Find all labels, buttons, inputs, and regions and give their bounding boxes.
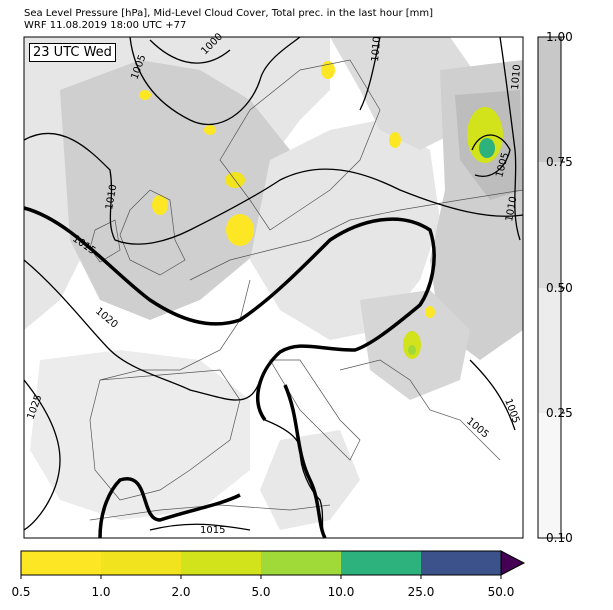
isobar-bold-main bbox=[23, 206, 436, 422]
isobar-1010-east bbox=[499, 36, 521, 241]
isobar-1005-north bbox=[129, 36, 301, 126]
cloud-colorbar-tick: 1.00 bbox=[546, 30, 573, 44]
cloud-colorbar bbox=[537, 36, 565, 539]
precip-colorbar-tick: 10.0 bbox=[327, 585, 355, 599]
coast-scandinavia bbox=[219, 59, 381, 231]
cloud-colorbar-seg-top bbox=[538, 37, 561, 162]
isobar-label: 1010 bbox=[510, 64, 523, 90]
valid-time-label: 23 UTC Wed bbox=[29, 43, 116, 62]
precip-patch-top bbox=[321, 61, 335, 79]
cloud-area-iberia bbox=[30, 350, 250, 520]
precip-colorbar-seg-1 bbox=[21, 551, 101, 575]
isobar-1015-south bbox=[149, 523, 251, 531]
cloud-colorbar-tick: 0.10 bbox=[546, 531, 573, 545]
precip-colorbar-extend-arrow bbox=[500, 550, 526, 576]
coast-africa bbox=[89, 504, 331, 521]
isobar-1020 bbox=[23, 259, 261, 401]
isobar-1005-se bbox=[469, 359, 516, 431]
coast-italy bbox=[269, 359, 361, 461]
chart-subtitle: WRF 11.08.2019 18:00 UTC +77 bbox=[24, 20, 187, 31]
coast-iberia bbox=[89, 369, 241, 501]
isobar-bold-italy bbox=[283, 384, 327, 539]
isobar-label: 1010 bbox=[370, 36, 383, 62]
coastlines-layer bbox=[89, 59, 524, 521]
precip-colorbar bbox=[20, 550, 526, 579]
precip-colorbar-seg-6 bbox=[421, 551, 501, 575]
precipitation-layer bbox=[139, 61, 503, 359]
precip-patch-uk bbox=[152, 195, 168, 215]
coast-uk bbox=[119, 189, 186, 276]
precip-patch-baltic bbox=[389, 132, 401, 148]
map-frame bbox=[23, 36, 524, 539]
precip-colorbar-seg-5 bbox=[341, 551, 421, 575]
cloud-area-west bbox=[60, 60, 300, 320]
cloud-colorbar-seg-bottom bbox=[538, 413, 561, 538]
precip-colorbar-tick: 5.0 bbox=[251, 585, 271, 599]
coast-continent bbox=[99, 189, 524, 381]
isobar-label: 1010 bbox=[104, 184, 119, 211]
precip-colorbar-seg-3 bbox=[181, 551, 261, 575]
isobar-1005-east bbox=[471, 134, 511, 177]
coast-ireland bbox=[89, 219, 121, 263]
precip-colorbar-tick: 2.0 bbox=[171, 585, 191, 599]
coast-balkans bbox=[339, 359, 501, 461]
precip-colorbar-seg-2 bbox=[101, 551, 181, 575]
isobar-label: 1010 bbox=[504, 196, 519, 223]
precip-patch-balkans-core bbox=[408, 345, 416, 355]
precip-patch-hungary bbox=[425, 306, 435, 318]
isobar-bold-africa bbox=[98, 476, 241, 539]
precip-colorbar-seg-4 bbox=[261, 551, 341, 575]
cloud-colorbar-tick: 0.50 bbox=[546, 281, 573, 295]
cloud-colorbar-tick: 0.25 bbox=[546, 406, 573, 420]
cloud-colorbar-seg-3 bbox=[538, 288, 561, 413]
chart-title: Sea Level Pressure [hPa], Mid-Level Clou… bbox=[24, 8, 434, 19]
cloud-colorbar-seg-2 bbox=[538, 162, 561, 288]
precip-patch-atlantic bbox=[139, 90, 151, 100]
precip-colorbar-tick: 25.0 bbox=[407, 585, 435, 599]
isobar-1010-north bbox=[359, 36, 381, 111]
isobars-bold bbox=[23, 206, 436, 539]
precip-colorbar-tick: 50.0 bbox=[487, 585, 515, 599]
isobar-1010-west bbox=[23, 132, 524, 245]
precip-colorbar-tick: 1.0 bbox=[91, 585, 111, 599]
precip-patch-north-sea bbox=[226, 214, 254, 246]
precip-patch-sea bbox=[204, 125, 216, 135]
isobar-1000 bbox=[149, 39, 231, 64]
cloud-colorbar-tick: 0.75 bbox=[546, 155, 573, 169]
isobar-label: 1015 bbox=[200, 525, 225, 536]
precip-colorbar-tick: 0.5 bbox=[11, 585, 31, 599]
isobar-1025 bbox=[23, 379, 61, 531]
precip-patch-russia-core bbox=[479, 138, 495, 158]
